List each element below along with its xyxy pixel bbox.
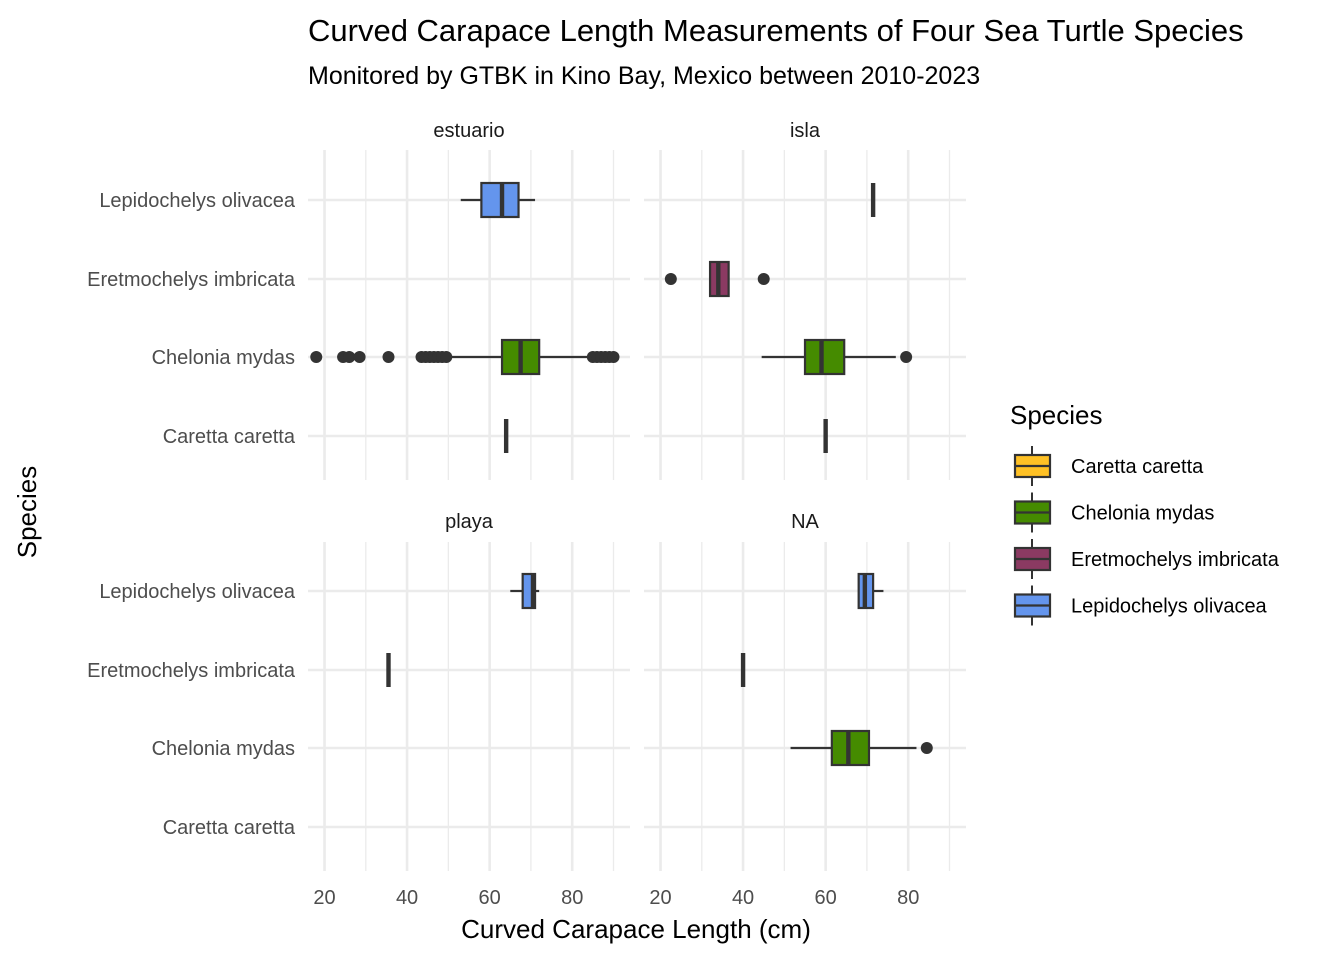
y-tick-label: Eretmochelys imbricata bbox=[87, 269, 296, 291]
panel-na-strip-label: NA bbox=[791, 511, 819, 533]
panel-isla-chelonia-mydas-box bbox=[803, 338, 846, 376]
panel-estuario-chelonia-mydas-outlier-point bbox=[382, 351, 395, 363]
panel-playa-strip-label: playa bbox=[445, 511, 494, 533]
x-tick-label: 20 bbox=[649, 887, 671, 909]
legend-caretta-caretta-label: Caretta caretta bbox=[1071, 456, 1204, 478]
panel-isla-eretmochelys-imbricata-outlier-point bbox=[664, 273, 677, 285]
chart-title: Curved Carapace Length Measurements of F… bbox=[308, 13, 1244, 48]
y-tick-label: Eretmochelys imbricata bbox=[87, 660, 296, 682]
y-tick-label: Chelonia mydas bbox=[152, 347, 295, 369]
panel-estuario-strip-label: estuario bbox=[433, 120, 504, 142]
panel-estuario-chelonia-mydas-outlier-point bbox=[353, 351, 366, 363]
x-tick-label: 40 bbox=[396, 887, 418, 909]
x-tick-label: 80 bbox=[897, 887, 919, 909]
x-tick-label: 60 bbox=[815, 887, 837, 909]
facet-panels: estuario Caretta caretta Chelonia mydas Ere… bbox=[87, 120, 966, 909]
x-tick-label: 80 bbox=[561, 887, 583, 909]
y-tick-label: Lepidochelys olivacea bbox=[99, 581, 296, 603]
panel-isla-chelonia-mydas-outlier-point bbox=[900, 351, 913, 363]
legend-eretmochelys-imbricata-label: Eretmochelys imbricata bbox=[1071, 549, 1280, 571]
y-tick-label: Chelonia mydas bbox=[152, 738, 295, 760]
x-axis-title: Curved Carapace Length (cm) bbox=[461, 914, 811, 944]
legend-lepidochelys-olivacea-label: Lepidochelys olivacea bbox=[1071, 596, 1268, 618]
x-tick-label: 20 bbox=[313, 887, 335, 909]
panel-estuario-chelonia-mydas-outlier-point bbox=[343, 351, 356, 363]
legend-chelonia-mydas-label: Chelonia mydas bbox=[1071, 503, 1214, 525]
y-tick-label: Caretta caretta bbox=[163, 817, 296, 839]
y-axis-title: Species bbox=[12, 466, 42, 559]
y-tick-label: Lepidochelys olivacea bbox=[99, 190, 296, 212]
x-tick-label: 40 bbox=[732, 887, 754, 909]
panel-isla-eretmochelys-imbricata-outlier-point bbox=[757, 273, 770, 285]
y-tick-label: Caretta caretta bbox=[163, 426, 296, 448]
legend-title: Species bbox=[1010, 400, 1103, 430]
panel-estuario-chelonia-mydas-outlier-point bbox=[607, 351, 620, 363]
panel-estuario-chelonia-mydas-outlier-point bbox=[310, 351, 323, 363]
legend: Species Caretta caretta Chelonia mydas Ere… bbox=[1010, 400, 1280, 626]
chart-subtitle: Monitored by GTBK in Kino Bay, Mexico be… bbox=[308, 62, 980, 90]
panel-na-chelonia-mydas-outlier-point bbox=[920, 742, 933, 754]
panel-isla-strip-label: isla bbox=[790, 120, 821, 142]
panel-estuario-chelonia-mydas-outlier-point bbox=[440, 351, 453, 363]
x-tick-label: 60 bbox=[479, 887, 501, 909]
